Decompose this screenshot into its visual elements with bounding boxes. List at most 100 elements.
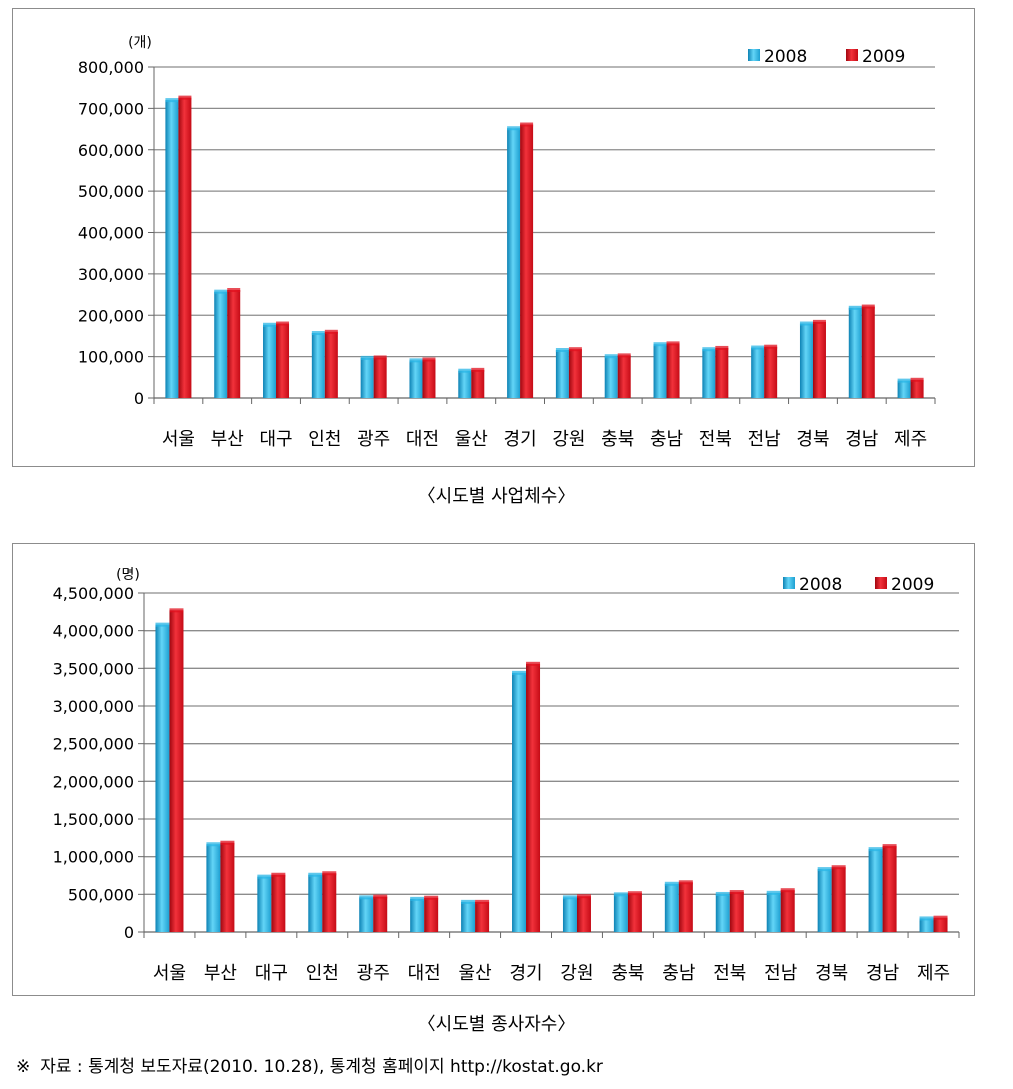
bar-2009 (617, 355, 631, 398)
source-note: ※ 자료 : 통계청 보도자료(2010. 10.28), 통계청 홈페이지 ht… (16, 1052, 603, 1077)
bar-2008 (766, 892, 781, 932)
bar-cap-2009 (475, 899, 490, 904)
x-tick-label: 대구 (255, 963, 288, 984)
bar-2009 (729, 892, 744, 932)
bar-2009 (678, 882, 693, 932)
x-tick-label: 울산 (455, 429, 488, 450)
bar-2008 (512, 672, 527, 932)
bar-cap-2009 (373, 355, 387, 360)
bar-2008 (360, 357, 374, 398)
bar-cap-2009 (933, 915, 948, 920)
bar-2008 (461, 901, 476, 932)
bar-2009 (424, 897, 439, 932)
y-tick-label: 3,000,000 (53, 697, 134, 716)
employee-count-chart: 0 500,000 1,000,000 1,500,000 2,000,000 2,500… (12, 543, 975, 996)
bar-cap-2008 (919, 916, 934, 921)
bar-2008 (409, 360, 423, 398)
business-count-caption: 〈시도별 사업체수〉 (417, 486, 576, 507)
y-tick-label: 700,000 (78, 99, 144, 118)
bar-2009 (861, 306, 875, 398)
bar-cap-2008 (653, 342, 667, 347)
x-tick-label: 인천 (306, 963, 339, 984)
x-tick-label: 광주 (357, 429, 390, 450)
bar-2008 (458, 370, 472, 398)
bar-cap-2009 (220, 840, 235, 845)
y-tick-label: 0 (124, 923, 134, 942)
legend-swatch-2009 (875, 577, 887, 589)
employee-count-chart-svg: 0 500,000 1,000,000 1,500,000 2,000,000 2,500… (53, 567, 960, 984)
x-tick-label: 충북 (611, 963, 644, 984)
x-tick-label: 제주 (917, 963, 950, 984)
bar-cap-2009 (568, 347, 582, 352)
x-tick-label: 대구 (259, 429, 292, 450)
bar-cap-2008 (799, 321, 813, 326)
bar-cap-2009 (910, 377, 924, 382)
bar-2009 (568, 349, 582, 398)
bar-cap-2008 (766, 890, 781, 895)
bar-cap-2008 (206, 842, 221, 847)
bar-cap-2009 (576, 894, 591, 899)
bar-2009 (276, 323, 290, 398)
bar-2008 (799, 323, 813, 398)
y-tick-label: 4,500,000 (53, 584, 134, 603)
bar-2009 (910, 379, 924, 398)
x-tick-label: 경기 (504, 429, 537, 450)
bar-2008 (263, 324, 277, 398)
x-tick-label: 대전 (406, 429, 439, 450)
bar-cap-2009 (715, 345, 729, 350)
bar-2009 (373, 357, 387, 398)
bar-2008 (613, 894, 628, 932)
bar-cap-2008 (664, 881, 679, 886)
x-tick-label: 부산 (211, 429, 244, 450)
x-tick-label: 강원 (560, 963, 593, 984)
bar-2008 (165, 100, 179, 398)
bar-cap-2009 (178, 95, 192, 100)
bar-2008 (848, 307, 862, 398)
bar-2008 (311, 333, 325, 398)
bar-2008 (359, 897, 374, 932)
bar-cap-2008 (165, 98, 179, 103)
bar-2009 (576, 896, 591, 932)
y-tick-label: 600,000 (78, 141, 144, 160)
legend-label-2008: 2008 (764, 47, 807, 67)
bar-cap-2009 (627, 891, 642, 896)
bar-2008 (555, 350, 569, 398)
bar-cap-2009 (424, 895, 439, 900)
y-tick-label: 0 (134, 389, 144, 408)
bar-2009 (373, 896, 388, 932)
x-tick-label: 강원 (552, 429, 585, 450)
bar-2008 (562, 897, 577, 932)
bar-cap-2009 (227, 288, 241, 293)
bar-2008 (897, 380, 911, 398)
business-count-chart-svg: 0 100,000 200,000 300,000 400,000 500,000 600,… (78, 35, 936, 450)
legend-swatch-2008 (783, 577, 795, 589)
bar-cap-2009 (678, 880, 693, 885)
bar-cap-2009 (271, 872, 286, 877)
x-tick-label: 경기 (509, 963, 542, 984)
bar-2008 (919, 918, 934, 932)
bar-cap-2009 (422, 357, 436, 362)
bar-cap-2009 (780, 888, 795, 893)
x-tick-label: 제주 (894, 429, 927, 450)
x-tick-label: 충남 (662, 963, 695, 984)
bar-cap-2009 (729, 890, 744, 895)
bar-cap-2009 (324, 329, 338, 334)
x-tick-label: 대전 (408, 963, 441, 984)
bar-2009 (271, 874, 286, 932)
unit-label: (개) (128, 35, 152, 51)
bar-2009 (627, 893, 642, 932)
x-tick-label: 전남 (764, 963, 797, 984)
bar-cap-2008 (155, 622, 170, 627)
bar-cap-2008 (562, 895, 577, 900)
bar-cap-2009 (169, 608, 184, 613)
unit-label: (명) (116, 567, 140, 583)
bar-2009 (471, 369, 485, 398)
bar-2009 (475, 901, 490, 932)
bar-2008 (664, 883, 679, 932)
bar-2009 (526, 663, 541, 932)
legend-label-2009: 2009 (862, 47, 905, 67)
bar-cap-2008 (308, 872, 323, 877)
legend-label-2008: 2008 (799, 575, 842, 595)
bar-2009 (220, 842, 235, 932)
bar-cap-2008 (359, 895, 374, 900)
